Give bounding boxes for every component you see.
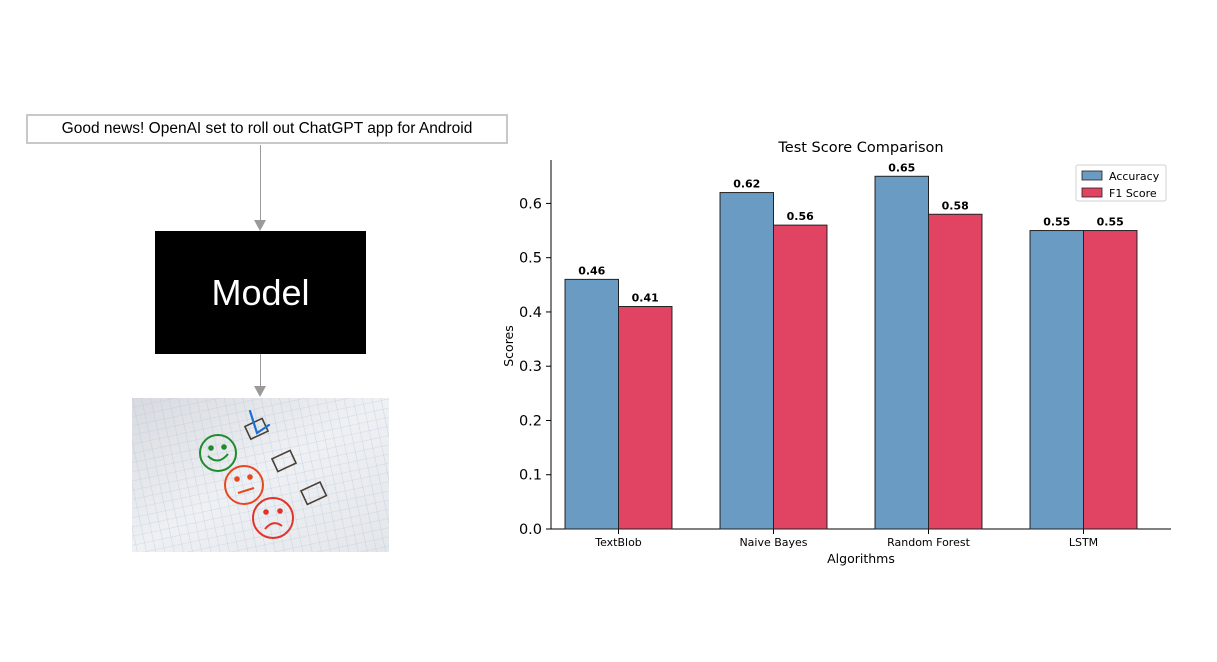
bar-accuracy [719,192,774,530]
x-tick-label: LSTM [1069,536,1098,549]
neutral-face-icon [224,465,264,505]
legend: Accuracy F1 Score [1075,164,1167,202]
bar-accuracy [874,175,929,530]
y-tick-label: 0.2 [519,413,542,429]
bar-f1-score [1083,230,1138,530]
data-label: 0.46 [578,264,605,277]
arrow-model-to-output [260,354,261,387]
y-tick-label: 0.4 [519,305,542,321]
data-label: 0.55 [1097,216,1124,229]
bar-accuracy [564,278,619,530]
arrow-input-to-model [260,145,261,221]
bar-f1-score [773,224,828,530]
happy-face-icon [199,434,237,472]
data-label: 0.62 [733,178,760,191]
x-tick-label: TextBlob [594,536,642,549]
y-axis-label: Scores [501,325,516,367]
model-box: Model [155,231,366,354]
test-score-bar-chart: Test Score Comparison Scores Algorithms … [501,140,1171,566]
x-tick-label: Naive Bayes [739,536,807,549]
data-label: 0.65 [888,161,915,174]
data-label: 0.41 [632,292,659,305]
legend-label: F1 Score [1109,187,1157,200]
bar-f1-score [618,306,673,530]
x-axis-label: Algorithms [827,551,895,566]
y-tick-label: 0.1 [519,468,542,484]
bar-accuracy [1029,230,1085,530]
y-tick-label: 0.3 [519,359,542,375]
input-text: Good news! OpenAI set to roll out ChatGP… [61,120,473,137]
sentiment-checklist-photo [132,398,389,552]
legend-swatch [1081,170,1103,181]
arrow-head-input-to-model [254,220,266,231]
check-mark-icon [248,409,271,435]
plot-area: 0.0 0.1 0.2 0.3 0.4 0.5 0.6 TextBlob 0.46 0.41 Nai… [519,160,1171,549]
data-label: 0.56 [787,210,814,223]
legend-label: Accuracy [1109,170,1160,183]
chart-title: Test Score Comparison [777,140,943,156]
x-tick-label: Random Forest [887,536,970,549]
arrow-head-model-to-output [254,386,266,397]
sad-face-icon [252,497,294,539]
data-label: 0.58 [942,199,969,212]
legend-swatch [1081,187,1103,198]
model-label: Model [211,271,310,313]
y-tick-label: 0.5 [519,251,542,267]
y-tick-label: 0.0 [519,522,542,538]
input-text-box: Good news! OpenAI set to roll out ChatGP… [26,114,508,144]
data-label: 0.55 [1043,216,1070,229]
y-tick-label: 0.6 [519,196,542,212]
bar-f1-score [928,213,983,530]
